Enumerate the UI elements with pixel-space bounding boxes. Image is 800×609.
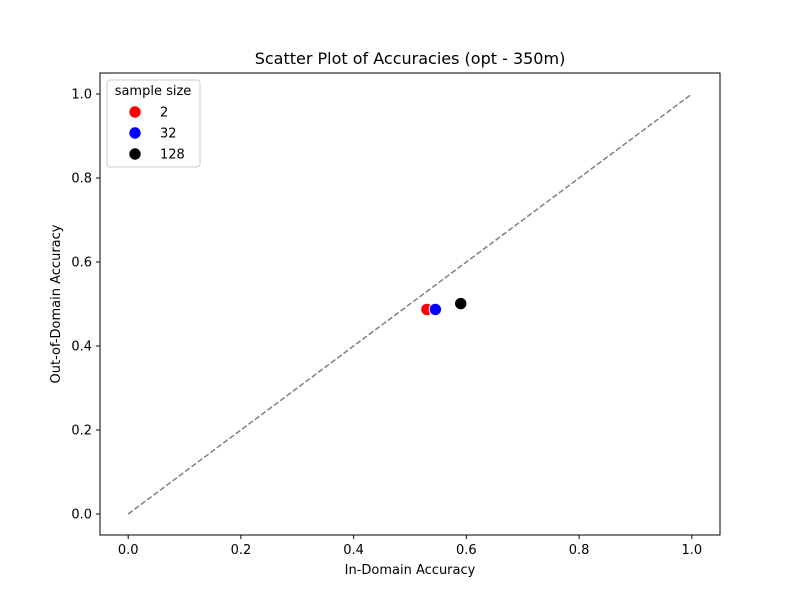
x-tick-label: 1.0 [681, 543, 702, 558]
legend-marker [128, 147, 142, 161]
y-axis-ticks: 0.0 0.2 0.4 0.6 0.8 1.0 [71, 88, 100, 523]
reference-line-layer [127, 93, 693, 515]
y-tick-label: 0.2 [71, 424, 92, 439]
legend-entry-label: 128 [160, 148, 185, 163]
x-tick-label: 0.8 [569, 543, 590, 558]
legend-entry-label: 2 [160, 106, 168, 121]
x-tick-label: 0.4 [343, 543, 364, 558]
legend-box [106, 79, 201, 168]
points-layer [420, 296, 468, 317]
legend-marker [128, 105, 142, 119]
x-axis-label: In-Domain Accuracy [345, 563, 476, 578]
plot-frame [99, 72, 721, 536]
legend: sample size 2 32 128 [106, 79, 201, 168]
scatter-point [454, 296, 468, 311]
x-axis-ticks: 0.0 0.2 0.4 0.6 0.8 1.0 [118, 535, 702, 558]
reference-diagonal-line [127, 93, 693, 515]
legend-entry-label: 32 [160, 127, 177, 142]
chart-title: Scatter Plot of Accuracies (opt - 350m) [255, 49, 566, 68]
x-tick-label: 0.0 [118, 543, 139, 558]
y-tick-label: 0.4 [71, 340, 92, 355]
y-tick-label: 1.0 [71, 88, 92, 103]
y-axis-label: Out-of-Domain Accuracy [49, 224, 64, 383]
y-tick-label: 0.8 [71, 172, 92, 187]
y-tick-label: 0.6 [71, 256, 92, 271]
legend-marker [128, 126, 142, 140]
scatter-point [428, 302, 443, 317]
y-tick-label: 0.0 [71, 508, 92, 523]
x-tick-label: 0.2 [231, 543, 252, 558]
x-tick-label: 0.6 [456, 543, 477, 558]
legend-title: sample size [115, 84, 192, 99]
